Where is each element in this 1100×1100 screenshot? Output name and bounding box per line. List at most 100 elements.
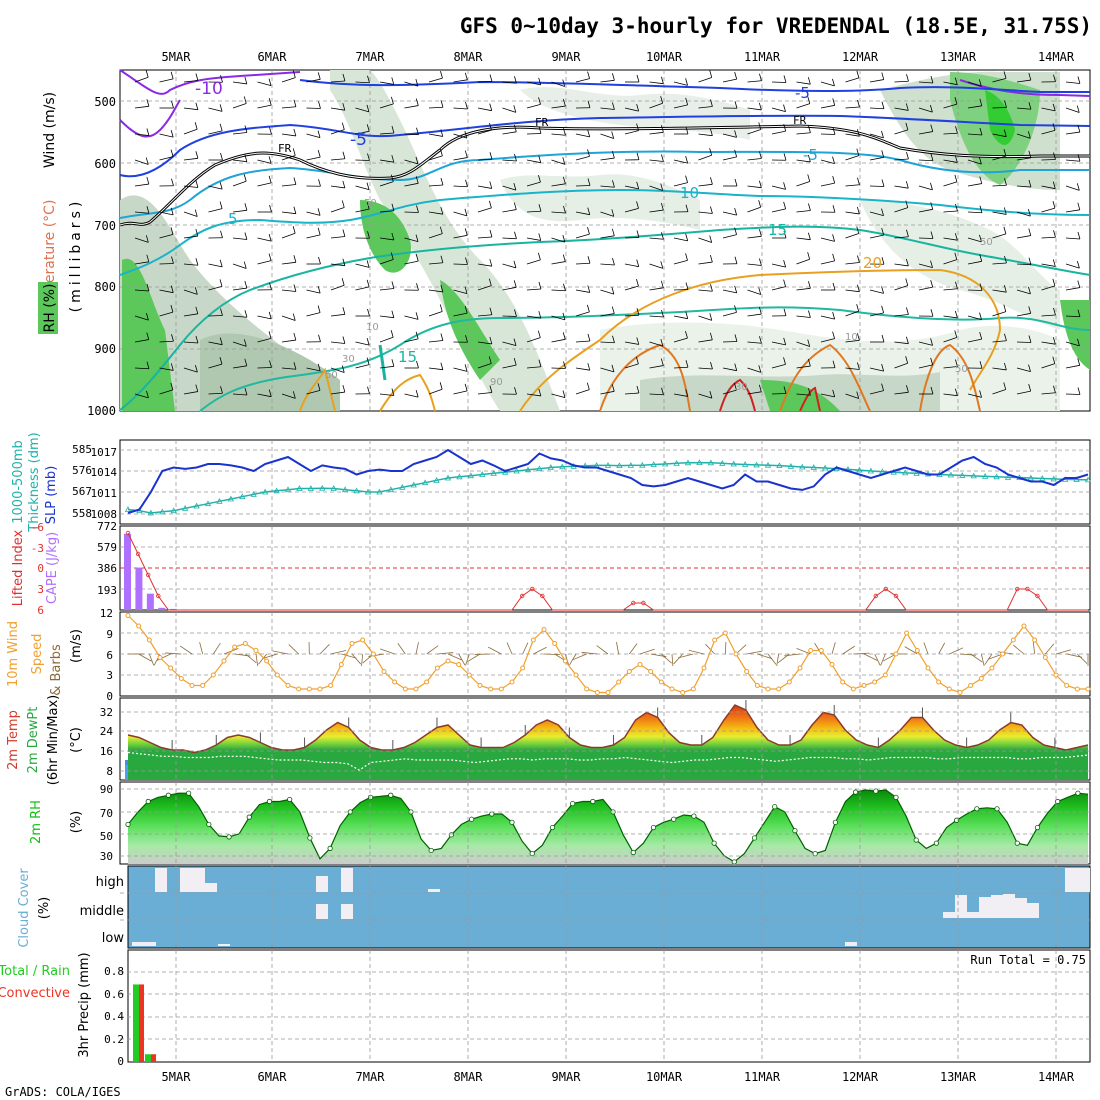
wind-speed-point — [125, 613, 131, 618]
svg-text:(6hr Min/Max): (6hr Min/Max) — [46, 695, 61, 785]
svg-text:3hr Precip (mm): 3hr Precip (mm) — [77, 952, 92, 1057]
lifted-index-title: Lifted Index — [11, 529, 26, 606]
wind-speed-point — [477, 683, 483, 688]
rh-point — [165, 792, 172, 798]
wind-speed-point — [584, 686, 590, 692]
svg-text:0.6: 0.6 — [104, 988, 124, 1001]
slp-panel-frame — [119, 439, 1091, 525]
wind-speed-point — [1085, 686, 1091, 692]
thickness-point — [433, 477, 440, 483]
rh-point — [691, 813, 697, 819]
cape-title: CAPE (J/kg) — [45, 532, 60, 604]
svg-text:20: 20 — [863, 254, 882, 272]
wind-speed-point — [1074, 686, 1080, 692]
wind-speed-point — [957, 690, 963, 695]
thickness-point — [1039, 475, 1046, 481]
thickness-point — [787, 463, 795, 469]
min-max-whiskers — [171, 700, 1056, 750]
wind-speed-point — [552, 641, 558, 646]
bottom-date-axis: 5MAR 6MAR 7MAR 8MAR 9MAR 10MAR 11MAR 12MAR 13MAR… — [162, 1070, 1075, 1084]
rh-point — [650, 824, 657, 831]
svg-text:(°C): (°C) — [69, 727, 84, 753]
wind-barbs — [134, 70, 1081, 399]
rh-point — [186, 790, 192, 796]
wind-speed-point — [520, 665, 526, 671]
thickness-point — [799, 463, 806, 470]
thickness-point — [216, 498, 223, 504]
wind-speed-point — [669, 686, 675, 692]
wind-speed-point — [242, 641, 248, 646]
date-tick-top: 5MAR — [162, 50, 192, 64]
svg-text:(%): (%) — [37, 897, 52, 920]
thickness-point — [559, 463, 566, 470]
slp-title: SLP (mb) — [44, 466, 59, 525]
svg-text:10: 10 — [845, 332, 858, 343]
date-tick-top: 13MAR — [940, 50, 977, 64]
rh-point — [266, 798, 273, 805]
thickness-point — [284, 486, 292, 493]
thickness-point — [547, 464, 555, 470]
thickness-point — [456, 473, 463, 480]
wind-speed-point — [786, 679, 792, 685]
cape-bar — [169, 608, 177, 610]
date-tick-bottom: 9MAR — [552, 1070, 582, 1084]
wind-speed-point — [136, 623, 142, 629]
svg-text:Speed: Speed — [30, 634, 45, 675]
wind-speed-point — [744, 669, 750, 674]
svg-text:5: 5 — [228, 210, 238, 228]
thickness-point — [650, 461, 657, 467]
rh-shading — [120, 70, 1090, 411]
rh-point — [812, 850, 818, 857]
svg-text:15: 15 — [398, 348, 417, 366]
svg-text:90: 90 — [100, 783, 113, 796]
temperature-area — [128, 705, 1088, 780]
wind-speed-point — [402, 686, 408, 692]
lifted-index-point — [146, 572, 151, 578]
contour-value-labels: -10 -5 -5 -5 FR FR FR 5 10 15 15 20 5 50… — [195, 79, 993, 393]
wind-speed-point — [626, 669, 632, 674]
wind-speed-point — [1010, 637, 1016, 643]
svg-text:1000: 1000 — [87, 404, 116, 418]
date-tick-bottom: 14MAR — [1038, 1070, 1075, 1084]
precip-convective-bar — [151, 1054, 156, 1062]
thickness-point — [673, 459, 680, 466]
wind-speed-point — [306, 686, 312, 692]
wind-speed-point — [285, 683, 291, 688]
svg-text:10m Wind: 10m Wind — [6, 621, 21, 687]
svg-text:32: 32 — [100, 706, 113, 719]
thickness-point — [170, 507, 177, 514]
slp-series-line — [127, 448, 1089, 514]
svg-text:6: 6 — [37, 604, 44, 617]
wind-speed-point — [925, 665, 931, 671]
date-tick-top: 11MAR — [744, 50, 781, 64]
svg-text:Wind (m/s): Wind (m/s) — [42, 92, 58, 168]
lifted-index-point — [1025, 586, 1030, 592]
rh-point — [145, 798, 151, 805]
cloud-panel-frame — [127, 865, 1091, 949]
thickness-point — [296, 485, 303, 491]
thickness-tick: 567 — [72, 485, 92, 498]
wind-speed-point — [648, 669, 654, 674]
thickness-point — [204, 500, 212, 507]
lifted-index-point — [873, 593, 878, 599]
svg-text:3: 3 — [106, 669, 113, 682]
svg-text:800: 800 — [94, 280, 116, 294]
wind-speed-point — [189, 683, 195, 688]
wind-speed-point — [978, 676, 984, 681]
rh-point — [751, 835, 758, 841]
thickness-point — [1073, 476, 1080, 483]
wind-speed-point — [968, 683, 974, 688]
thickness-point — [901, 469, 909, 476]
svg-text:50: 50 — [325, 370, 338, 381]
svg-text:(millibars): (millibars) — [68, 198, 84, 313]
svg-text:50: 50 — [980, 237, 993, 248]
rh-point — [893, 794, 899, 800]
thickness-point — [753, 461, 760, 468]
svg-text:9: 9 — [106, 628, 113, 641]
thickness-point — [444, 474, 452, 481]
lifted-index-point — [893, 593, 899, 599]
rh-point — [711, 840, 717, 846]
svg-text:90: 90 — [490, 377, 503, 388]
thickness-point — [821, 464, 829, 471]
wind-speed-point — [488, 686, 494, 692]
